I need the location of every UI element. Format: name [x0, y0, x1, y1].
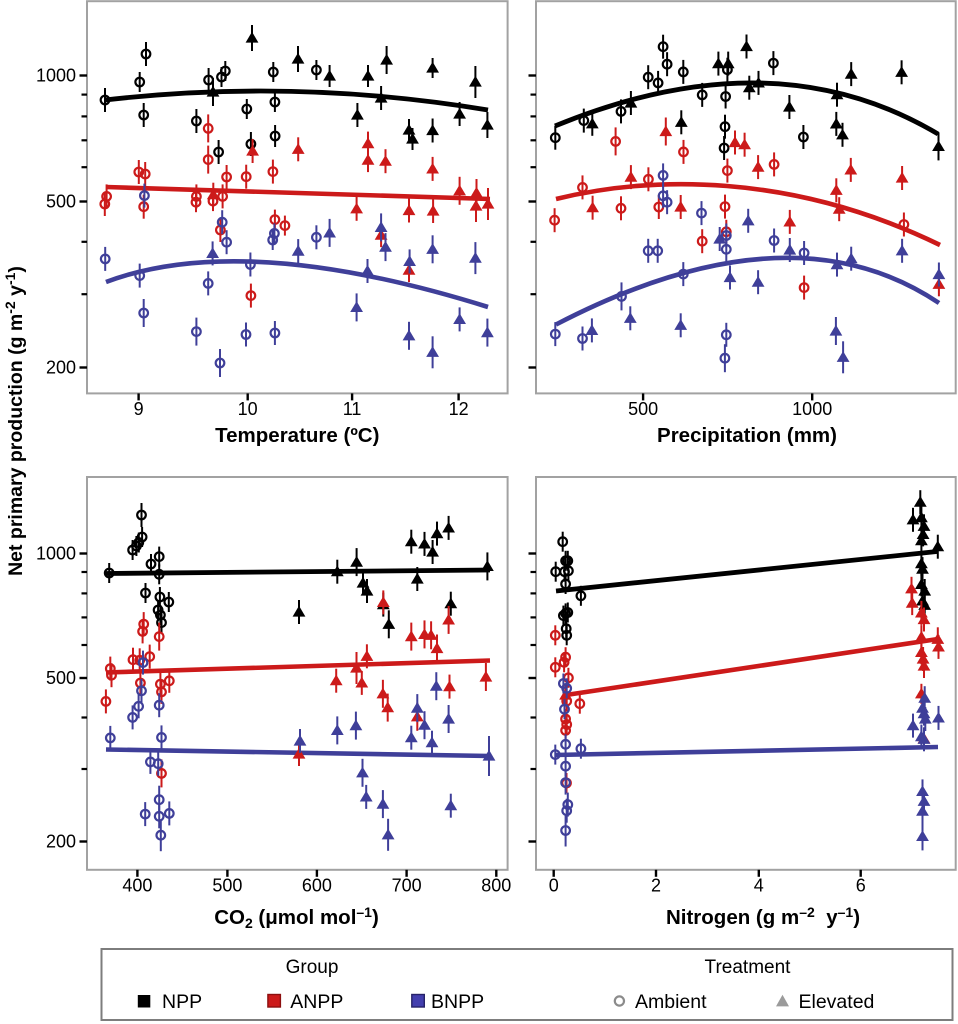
svg-text:1000: 1000 — [792, 399, 832, 419]
svg-text:6: 6 — [856, 875, 866, 895]
svg-text:700: 700 — [392, 875, 422, 895]
svg-text:CO2 (μmol mol–1): CO2 (μmol mol–1) — [214, 904, 379, 931]
svg-text:500: 500 — [212, 875, 242, 895]
svg-text:0: 0 — [549, 875, 559, 895]
svg-text:Treatment: Treatment — [705, 957, 792, 978]
svg-text:9: 9 — [134, 399, 144, 419]
svg-text:500: 500 — [628, 399, 658, 419]
svg-text:400: 400 — [122, 875, 152, 895]
svg-text:1000: 1000 — [36, 544, 76, 564]
svg-text:500: 500 — [46, 668, 76, 688]
svg-text:Nitrogen (g m–2 y–1): Nitrogen (g m–2 y–1) — [666, 904, 860, 929]
svg-text:Group: Group — [286, 957, 339, 978]
svg-text:10: 10 — [238, 399, 258, 419]
svg-text:200: 200 — [46, 358, 76, 378]
svg-text:Net primary production (g m-2: Net primary production (g m-2 y-1) — [2, 266, 27, 576]
svg-text:Precipitation (mm): Precipitation (mm) — [657, 424, 837, 447]
svg-text:ANPP: ANPP — [290, 991, 343, 1013]
svg-text:200: 200 — [46, 832, 76, 852]
svg-text:12: 12 — [449, 399, 469, 419]
svg-text:1000: 1000 — [36, 66, 76, 86]
svg-text:600: 600 — [302, 875, 332, 895]
svg-text:500: 500 — [46, 192, 76, 212]
svg-text:800: 800 — [481, 875, 511, 895]
svg-text:4: 4 — [754, 875, 764, 895]
svg-text:Elevated: Elevated — [799, 991, 875, 1013]
svg-text:BNPP: BNPP — [431, 991, 484, 1013]
svg-text:2: 2 — [651, 875, 661, 895]
svg-text:Temperature (ºC): Temperature (ºC) — [215, 424, 379, 447]
svg-text:Ambient: Ambient — [635, 991, 707, 1013]
svg-text:11: 11 — [343, 399, 362, 419]
svg-text:NPP: NPP — [162, 991, 202, 1013]
